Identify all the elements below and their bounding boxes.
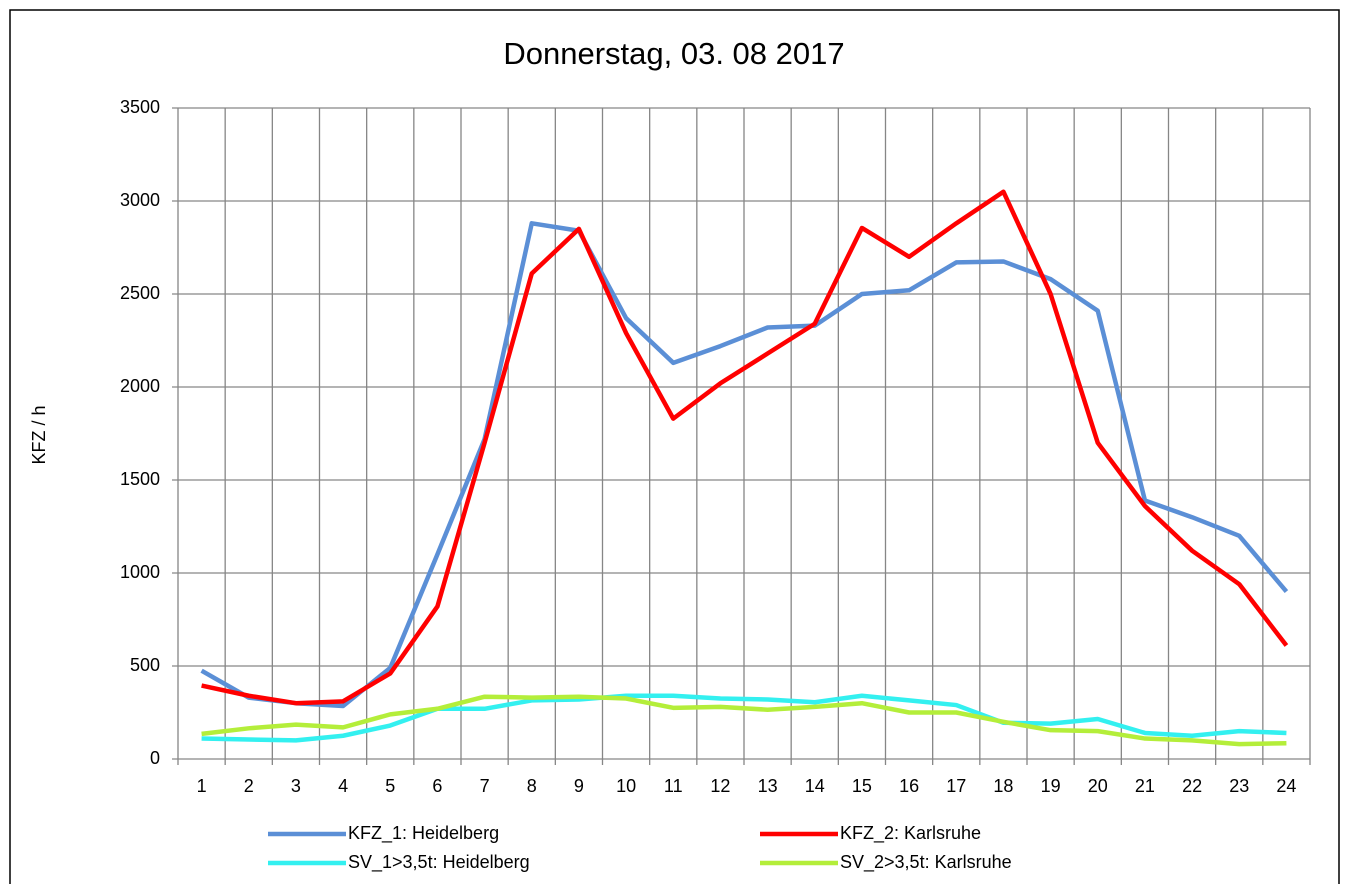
legend-label: SV_1>3,5t: Heidelberg: [348, 852, 530, 873]
y-tick-label: 1000: [120, 562, 160, 582]
series-line: [201, 693, 1287, 743]
y-tick-label: 3500: [120, 97, 160, 117]
y-tick-label: 3000: [120, 190, 160, 210]
x-tick-label: 22: [1182, 776, 1202, 796]
x-tick-label: 21: [1135, 776, 1155, 796]
chart-title: Donnerstag, 03. 08 2017: [503, 36, 844, 71]
x-tick-label: 10: [616, 776, 636, 796]
x-tick-label: 15: [852, 776, 872, 796]
x-tick-label: 7: [480, 776, 490, 796]
x-tick-label: 13: [758, 776, 778, 796]
y-tick-label: 2000: [120, 376, 160, 396]
chart-border: [9, 9, 1340, 884]
x-tick-label: 2: [244, 776, 254, 796]
legend-label: SV_2>3,5t: Karlsruhe: [840, 852, 1012, 873]
x-tick-label: 17: [946, 776, 966, 796]
x-tick-label: 6: [432, 776, 442, 796]
x-tick-label: 5: [385, 776, 395, 796]
x-tick-label: 4: [338, 776, 348, 796]
x-tick-label: 3: [291, 776, 301, 796]
series-line: [201, 694, 1287, 747]
x-tick-label: 9: [574, 776, 584, 796]
x-tick-label: 14: [805, 776, 825, 796]
y-tick-label: 2500: [120, 283, 160, 303]
y-axis-label: KFZ / h: [29, 405, 49, 464]
x-tick-label: 1: [197, 776, 207, 796]
x-tick-label: 11: [664, 776, 683, 796]
x-tick-label: 24: [1276, 776, 1296, 796]
x-tick-label: 18: [993, 776, 1013, 796]
x-tick-label: 8: [527, 776, 537, 796]
x-tick-label: 16: [899, 776, 919, 796]
series-line: [201, 189, 1289, 706]
x-tick-label: 20: [1088, 776, 1108, 796]
x-tick-label: 12: [710, 776, 730, 796]
legend-label: KFZ_1: Heidelberg: [348, 823, 499, 844]
y-tick-label: 500: [130, 655, 160, 675]
legend-label: KFZ_2: Karlsruhe: [840, 823, 981, 844]
x-tick-label: 23: [1229, 776, 1249, 796]
series-line: [200, 221, 1289, 709]
y-tick-label: 0: [150, 748, 160, 768]
x-tick-label: 19: [1041, 776, 1061, 796]
y-tick-label: 1500: [120, 469, 160, 489]
